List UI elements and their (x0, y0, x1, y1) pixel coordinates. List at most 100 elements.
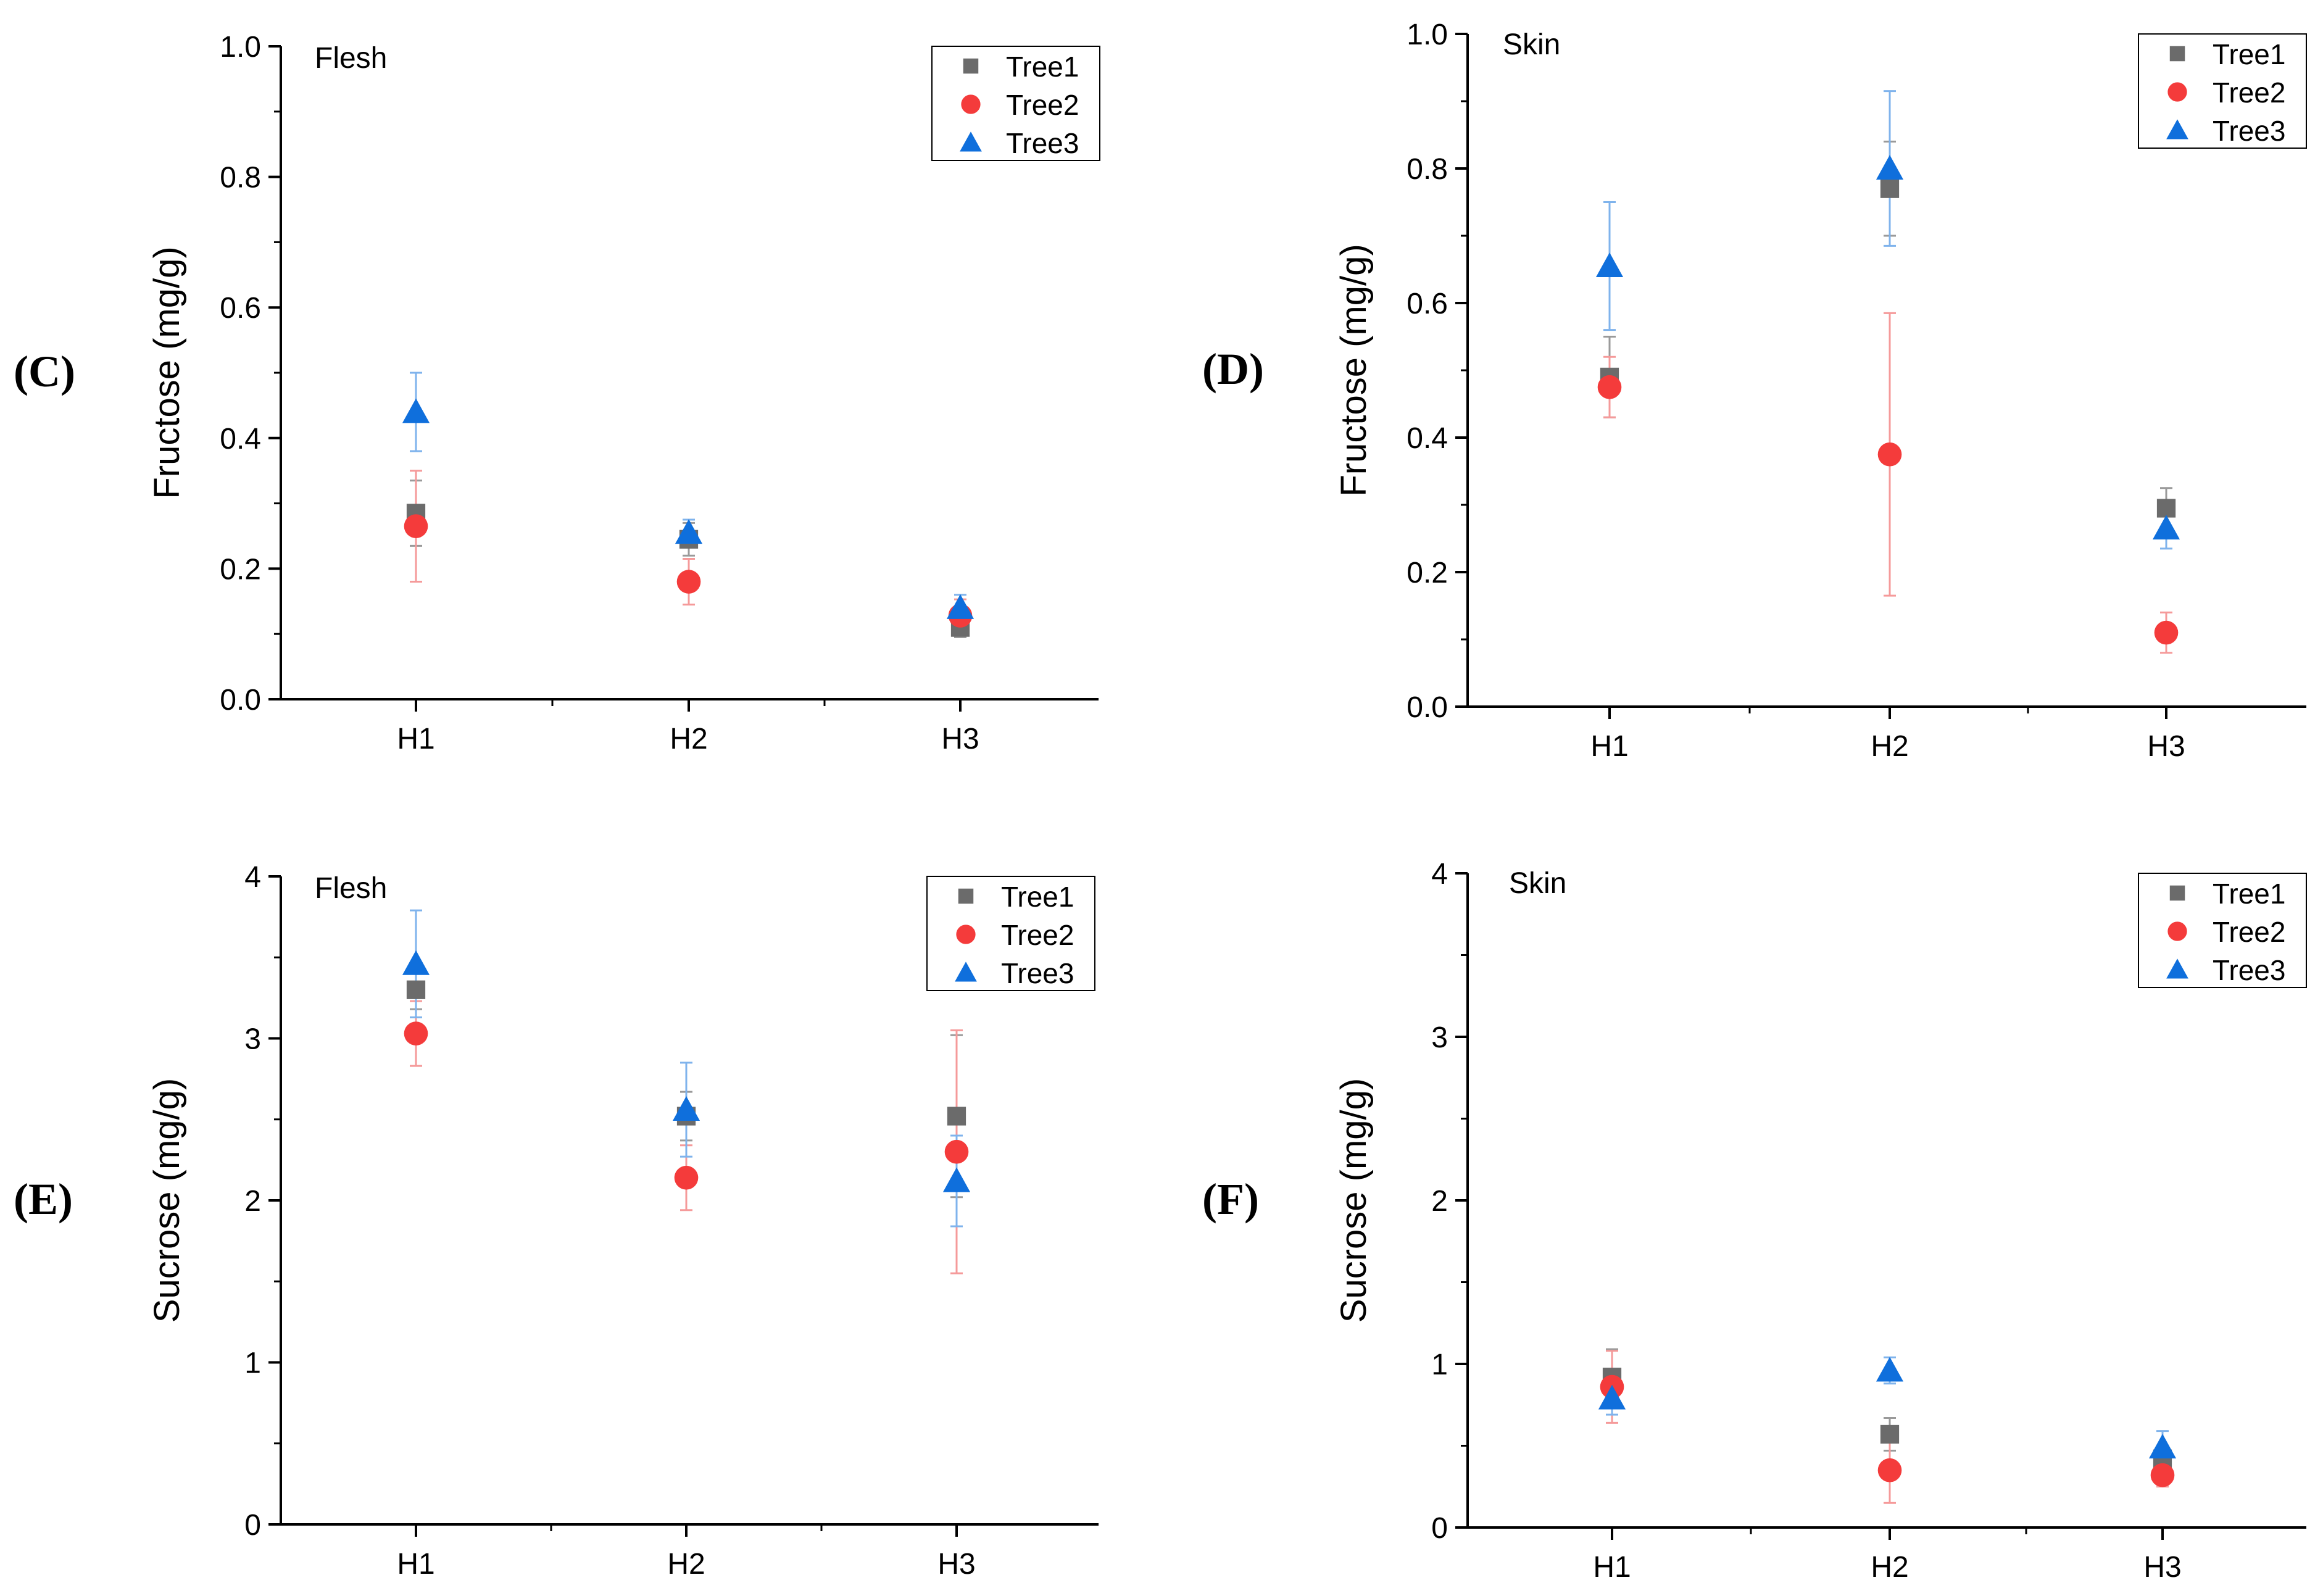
data-point-tree2 (1597, 375, 1622, 399)
legend-marker-tree2 (2167, 921, 2187, 941)
legend-marker-tree3 (960, 131, 982, 152)
y-axis-title: Fructose (mg/g) (147, 246, 187, 499)
x-tick-label: H2 (1871, 1551, 1908, 1584)
data-point-tree2 (674, 1165, 699, 1190)
x-tick-label: H1 (1590, 730, 1628, 763)
y-axis-title: Fructose (mg/g) (1334, 244, 1374, 496)
data-point-tree3 (1595, 252, 1624, 278)
x-tick-label: H3 (937, 1548, 975, 1581)
legend-label: Tree2 (1006, 89, 1079, 121)
y-tick-label: 0 (1431, 1512, 1448, 1545)
data-point-tree3 (2152, 515, 2180, 540)
panel-title: Skin (1503, 28, 1560, 61)
y-tick-label: 0 (244, 1509, 261, 1542)
y-tick-label: 4 (1431, 858, 1448, 891)
panel-letter: (C) (14, 347, 75, 396)
legend-label: Tree3 (2213, 954, 2285, 986)
legend-label: Tree2 (1001, 919, 1074, 951)
y-tick-label: 1.0 (1407, 19, 1448, 51)
data-point-tree3 (402, 950, 430, 975)
legend-marker-tree1 (2169, 885, 2185, 901)
chart-panel-c: 0.0 0.2 0.4 0.6 0.8 1.0 H1 H2 H3 Fructose (mg/g) F… (14, 31, 1100, 755)
legend: Tree1 Tree2 Tree3 (2138, 873, 2307, 988)
y-tick-label: 0.2 (220, 553, 261, 586)
data-point-tree1 (2156, 499, 2176, 518)
legend-label: Tree1 (1006, 51, 1079, 83)
data-point-tree2 (404, 1021, 428, 1045)
y-tick-label: 2 (1431, 1185, 1448, 1218)
y-tick-label: 0.2 (1407, 557, 1448, 589)
chart-panel-d: 0.0 0.2 0.4 0.6 0.8 1.0 H1 H2 H3 Fructose (mg/g) S… (1202, 19, 2307, 763)
y-tick-label: 0.6 (220, 292, 261, 325)
legend: Tree1 Tree2 Tree3 (931, 46, 1100, 161)
panel-title: Flesh (315, 872, 387, 905)
data-point-tree2 (2154, 620, 2179, 645)
legend-box (926, 876, 1095, 991)
legend-label: Tree2 (2213, 77, 2285, 109)
legend-label: Tree1 (1001, 881, 1074, 913)
x-tick-label: H3 (941, 723, 979, 755)
x-tick-label: H2 (667, 1548, 705, 1581)
y-tick-label: 1.0 (220, 31, 261, 64)
y-tick-label: 0.8 (1407, 153, 1448, 186)
data-point-tree3 (402, 398, 430, 423)
data-point-tree2 (1877, 1458, 1902, 1482)
x-tick-label: H1 (1593, 1551, 1631, 1584)
y-tick-label: 0.6 (1407, 288, 1448, 320)
legend: Tree1 Tree2 Tree3 (926, 876, 1095, 991)
legend-label: Tree2 (2213, 916, 2285, 948)
legend-marker-tree3 (955, 962, 977, 982)
legend-marker-tree1 (958, 888, 974, 904)
data-point-tree3 (942, 1167, 971, 1192)
y-axis-title: Sucrose (mg/g) (1334, 1078, 1374, 1323)
data-point-tree2 (1877, 442, 1902, 467)
data-point-tree2 (2150, 1463, 2175, 1487)
y-tick-label: 0.4 (1407, 422, 1448, 455)
data-point-tree2 (676, 570, 701, 594)
y-tick-label: 0.0 (220, 684, 261, 717)
legend-box (931, 46, 1100, 161)
y-axis-title: Sucrose (mg/g) (147, 1078, 187, 1323)
legend-marker-tree3 (2166, 119, 2188, 139)
legend-box (2138, 873, 2307, 988)
data-point-tree1 (1880, 179, 1900, 198)
y-tick-label: 3 (1431, 1021, 1448, 1054)
y-tick-label: 0.0 (1407, 691, 1448, 724)
x-tick-label: H1 (397, 723, 434, 755)
legend-marker-tree1 (963, 58, 979, 74)
y-tick-label: 0.8 (220, 162, 261, 194)
legend-marker-tree3 (2166, 958, 2188, 979)
data-point-tree1 (947, 1107, 966, 1126)
panel-letter: (E) (14, 1174, 73, 1224)
legend-label: Tree1 (2213, 878, 2285, 910)
legend-label: Tree3 (1001, 957, 1074, 989)
data-point-tree3 (1876, 1357, 1904, 1382)
y-tick-label: 0.4 (220, 423, 261, 455)
x-tick-label: H2 (670, 723, 707, 755)
data-point-tree3 (675, 519, 703, 544)
data-point-tree2 (944, 1139, 969, 1164)
panel-title: Skin (1509, 867, 1566, 900)
y-tick-label: 1 (244, 1347, 261, 1380)
y-tick-label: 3 (244, 1023, 261, 1056)
data-point-tree1 (1880, 1424, 1900, 1444)
panel-title: Flesh (315, 42, 387, 75)
legend-marker-tree2 (961, 94, 981, 114)
legend-label: Tree3 (2213, 115, 2285, 147)
panel-letter: (F) (1202, 1174, 1259, 1224)
legend-marker-tree1 (2169, 46, 2185, 62)
data-point-tree3 (946, 594, 974, 619)
data-point-tree3 (1598, 1384, 1626, 1410)
legend-label: Tree3 (1006, 127, 1079, 159)
x-tick-label: H1 (397, 1548, 434, 1581)
y-tick-label: 4 (244, 861, 261, 894)
y-tick-label: 2 (244, 1185, 261, 1218)
data-point-tree3 (2148, 1434, 2177, 1459)
data-point-tree3 (1876, 155, 1904, 180)
data-point-tree3 (672, 1096, 700, 1121)
x-tick-label: H2 (1871, 730, 1908, 763)
legend: Tree1 Tree2 Tree3 (2138, 33, 2307, 149)
